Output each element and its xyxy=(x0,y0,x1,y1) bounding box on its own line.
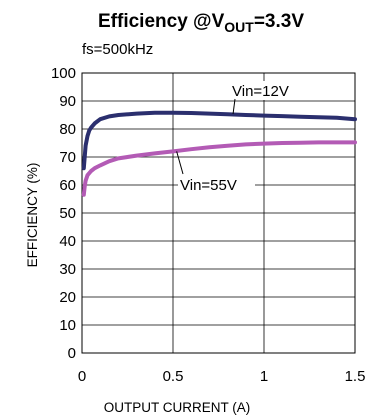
chart-title: Efficiency @VOUT=3.3V xyxy=(98,11,304,35)
x-tick-label: 1 xyxy=(260,368,268,385)
series-line xyxy=(81,140,357,197)
annotation-bg xyxy=(230,81,302,100)
x-tick-labels: 0 0.5 1 1.5 xyxy=(78,368,366,385)
y-axis-label: EFFICIENCY (%) xyxy=(25,163,40,268)
series-line xyxy=(81,110,357,171)
title-subscript: OUT xyxy=(224,19,254,35)
chart-subtitle: fs=500kHz xyxy=(82,41,153,58)
y-tick-label: 100 xyxy=(51,65,76,82)
y-tick-label: 60 xyxy=(59,177,76,194)
title-end: =3.3V xyxy=(254,11,305,32)
grid xyxy=(81,72,356,354)
y-tick-label: 50 xyxy=(59,205,76,222)
y-tick-label: 80 xyxy=(59,121,76,138)
annotation-leader xyxy=(176,151,184,175)
x-tick-label: 0.5 xyxy=(163,368,184,385)
y-tick-label: 30 xyxy=(59,261,76,278)
y-tick-label: 0 xyxy=(68,345,76,362)
y-tick-label: 40 xyxy=(59,233,76,250)
x-tick-label: 1.5 xyxy=(345,368,366,385)
annotation-label: Vin=12V xyxy=(232,83,289,100)
annotation-leader xyxy=(232,98,236,114)
y-tick-label: 20 xyxy=(59,289,76,306)
y-tick-label: 10 xyxy=(59,317,76,334)
x-axis-label: OUTPUT CURRENT (A) xyxy=(104,400,251,415)
x-tick-label: 0 xyxy=(78,368,86,385)
y-tick-label: 70 xyxy=(59,149,76,166)
title-main: Efficiency @V xyxy=(98,11,225,32)
series-lines xyxy=(81,110,357,197)
annotation-label: Vin=55V xyxy=(180,177,237,194)
y-tick-label: 90 xyxy=(59,93,76,110)
annotation-bg xyxy=(178,175,255,194)
y-tick-labels: 0 10 20 30 40 50 60 70 80 90 100 xyxy=(51,65,76,362)
annotations: Vin=12V Vin=55V xyxy=(176,81,302,194)
